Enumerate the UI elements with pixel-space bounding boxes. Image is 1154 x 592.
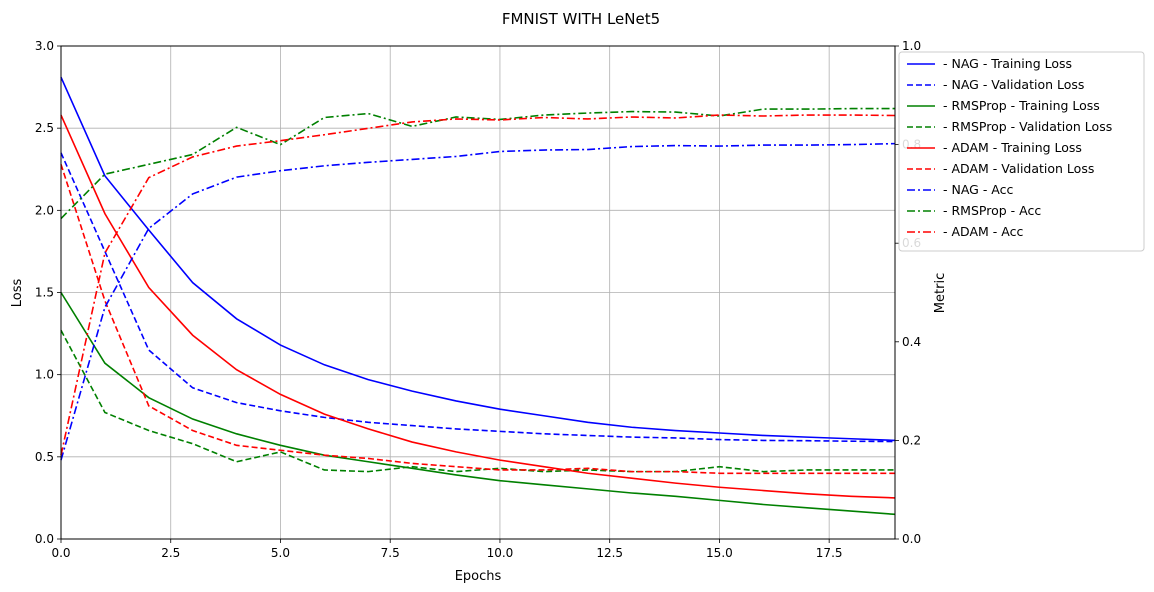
- series-lines: [60, 76, 896, 516]
- series-line-0: [60, 76, 896, 442]
- x-tick-label: 12.5: [596, 546, 623, 560]
- y2-tick-label: 0.2: [902, 433, 921, 447]
- y2-tick-label: 0.0: [902, 532, 921, 546]
- y-tick-label: 1.0: [35, 368, 54, 382]
- y-tick-label: 0.0: [35, 532, 54, 546]
- chart-title: FMNIST WITH LeNet5: [502, 10, 660, 28]
- series-line-5: [60, 164, 895, 475]
- y-tick-label: 2.0: [35, 203, 54, 217]
- y-tick-label: 2.5: [35, 121, 54, 135]
- legend-box: [898, 51, 1145, 252]
- x-tick-label: 7.5: [381, 546, 400, 560]
- x-tick-label: 2.5: [161, 546, 180, 560]
- series-line-2: [60, 292, 896, 516]
- legend-label: - ADAM - Training Loss: [943, 140, 1082, 155]
- y2-tick-label: 1.0: [902, 39, 921, 53]
- legend-label: - NAG - Acc: [943, 182, 1014, 197]
- series-line-8: [60, 114, 896, 456]
- y-tick-label: 0.5: [35, 450, 54, 464]
- series-line-7: [60, 107, 895, 220]
- legend: - NAG - Training Loss - NAG - Validation…: [898, 51, 1145, 252]
- y-axis-ticks: 0.0 0.5 1.0 1.5 2.0 2.5 3.0: [35, 39, 61, 546]
- series-line-1: [60, 152, 896, 443]
- legend-label: - RMSProp - Validation Loss: [943, 119, 1112, 134]
- series-line-3: [60, 329, 895, 473]
- x-tick-label: 0.0: [51, 546, 70, 560]
- legend-label: - ADAM - Validation Loss: [943, 161, 1094, 176]
- x-tick-label: 15.0: [706, 546, 733, 560]
- x-tick-label: 10.0: [487, 546, 514, 560]
- x-axis-ticks: 0.0 2.5 5.0 7.5 10.0 12.5 15.0 17.5: [51, 539, 843, 560]
- grid: [60, 45, 895, 540]
- legend-label: - NAG - Validation Loss: [943, 77, 1084, 92]
- y-axis-label: Loss: [10, 279, 25, 308]
- y2-tick-label: 0.4: [902, 335, 921, 349]
- legend-label: - RMSProp - Acc: [943, 203, 1041, 218]
- series-line-4: [60, 114, 896, 499]
- x-tick-label: 17.5: [816, 546, 843, 560]
- legend-label: - ADAM - Acc: [943, 224, 1023, 239]
- series-line-6: [60, 142, 896, 461]
- y-tick-label: 3.0: [35, 39, 54, 53]
- legend-label: - NAG - Training Loss: [943, 56, 1072, 71]
- y-tick-label: 1.5: [35, 286, 54, 300]
- legend-label: - RMSProp - Training Loss: [943, 98, 1100, 113]
- x-tick-label: 5.0: [271, 546, 290, 560]
- y2-axis-label: Metric: [933, 273, 948, 313]
- x-axis-label: Epochs: [455, 569, 502, 584]
